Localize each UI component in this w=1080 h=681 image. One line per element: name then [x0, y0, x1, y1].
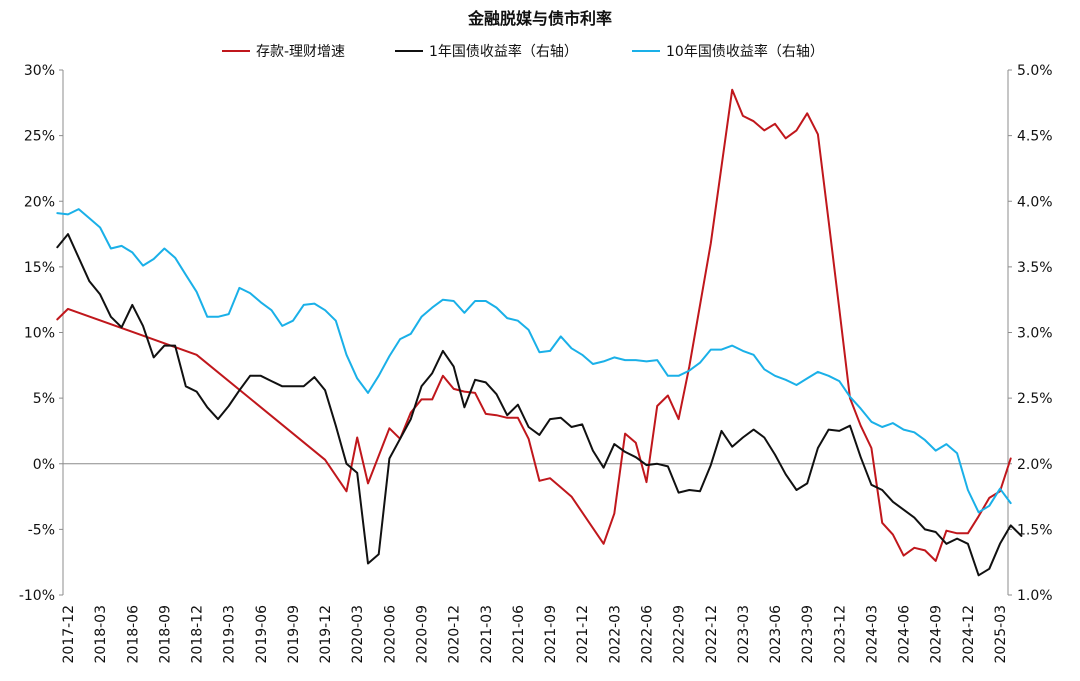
left-tick-label: 20%: [24, 194, 55, 210]
left-tick-label: 10%: [24, 326, 55, 342]
x-tick-label: 2022-12: [704, 605, 720, 664]
x-tick-label: 2024-06: [897, 605, 913, 664]
x-tick-label: 2023-12: [832, 605, 848, 664]
x-tick-label: 2022-03: [607, 605, 623, 664]
right-tick-label: 3.5%: [1017, 260, 1053, 276]
plot-frame: [62, 70, 1009, 595]
series-line-1: [56, 88, 1012, 562]
x-tick-label: 2023-09: [800, 605, 816, 664]
x-tick-label: 2021-09: [543, 605, 559, 664]
left-tick-label: 5%: [33, 391, 55, 407]
x-tick-label: 2020-03: [350, 605, 366, 664]
x-tick-label: 2018-03: [93, 605, 109, 664]
left-tick-label: -10%: [19, 588, 55, 604]
x-tick-label: 2021-06: [511, 605, 527, 664]
left-tick-label: 25%: [24, 129, 55, 145]
series-line-2: [56, 233, 1023, 577]
x-tick-label: 2019-09: [286, 605, 302, 664]
series-layer: [56, 88, 1023, 577]
x-tick-label: 2022-09: [672, 605, 688, 664]
x-tick-label: 2021-12: [575, 605, 591, 664]
x-axis: 2017-12 2018-03 2018-06 2018-09 2018-12 2019-…: [61, 605, 1009, 664]
x-tick-label: 2019-12: [318, 605, 334, 664]
series-line-3: [56, 208, 1012, 514]
x-tick-label: 2025-03: [993, 605, 1009, 664]
right-axis: 1.0% 1.5% 2.0% 2.5% 3.0% 3.5% 4.0% 4.5% 5.0%: [1008, 63, 1053, 604]
legend-label-2: 1年国债收益率（右轴）: [429, 43, 578, 60]
x-tick-label: 2024-12: [961, 605, 977, 664]
x-tick-label: 2019-06: [254, 605, 270, 664]
x-tick-label: 2022-06: [640, 605, 656, 664]
x-tick-label: 2020-09: [415, 605, 431, 664]
x-tick-label: 2023-03: [736, 605, 752, 664]
left-tick-label: -5%: [28, 522, 55, 538]
x-tick-label: 2018-06: [125, 605, 141, 664]
right-tick-label: 1.0%: [1017, 588, 1053, 604]
x-tick-label: 2021-03: [479, 605, 495, 664]
left-tick-label: 0%: [33, 457, 55, 473]
left-tick-label: 15%: [24, 260, 55, 276]
legend: 存款-理财增速 1年国债收益率（右轴） 10年国债收益率（右轴）: [222, 43, 824, 60]
right-tick-label: 4.0%: [1017, 194, 1053, 210]
legend-label-1: 存款-理财增速: [256, 44, 345, 60]
x-tick-label: 2017-12: [61, 605, 77, 664]
right-tick-label: 1.5%: [1017, 522, 1053, 538]
x-tick-label: 2019-03: [222, 605, 238, 664]
left-tick-label: 30%: [24, 63, 55, 79]
x-tick-label: 2020-06: [382, 605, 398, 664]
chart-title: 金融脱媒与债市利率: [467, 9, 612, 28]
x-tick-label: 2024-03: [864, 605, 880, 664]
left-axis: -10% -5% 0% 5% 10% 15% 20% 25% 30%: [19, 63, 63, 604]
x-tick-label: 2018-09: [157, 605, 173, 664]
right-tick-label: 4.5%: [1017, 129, 1053, 145]
x-tick-label: 2024-09: [929, 605, 945, 664]
right-tick-label: 2.5%: [1017, 391, 1053, 407]
right-tick-label: 3.0%: [1017, 326, 1053, 342]
x-tick-label: 2020-12: [447, 605, 463, 664]
right-tick-label: 5.0%: [1017, 63, 1053, 79]
x-tick-label: 2023-06: [768, 605, 784, 664]
legend-label-3: 10年国债收益率（右轴）: [666, 43, 824, 60]
x-tick-label: 2018-12: [190, 605, 206, 664]
right-tick-label: 2.0%: [1017, 457, 1053, 473]
